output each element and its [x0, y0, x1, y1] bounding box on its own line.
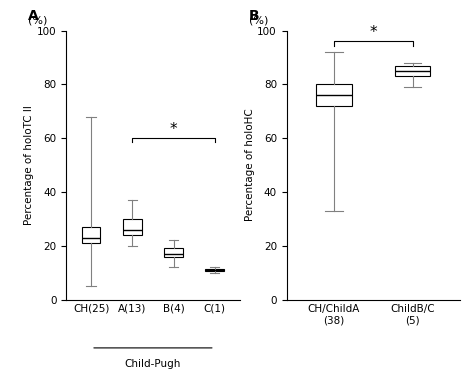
- Y-axis label: Percentage of holoTC II: Percentage of holoTC II: [24, 105, 34, 225]
- Text: B: B: [248, 8, 259, 23]
- PathPatch shape: [395, 66, 430, 76]
- Text: Child-Pugh: Child-Pugh: [125, 359, 181, 369]
- Text: *: *: [170, 122, 177, 137]
- PathPatch shape: [164, 248, 183, 257]
- Text: (%): (%): [28, 15, 48, 25]
- PathPatch shape: [82, 227, 100, 243]
- Y-axis label: Percentage of holoHC: Percentage of holoHC: [245, 109, 255, 222]
- PathPatch shape: [316, 84, 352, 106]
- Text: *: *: [369, 25, 377, 40]
- Text: A: A: [28, 8, 39, 23]
- PathPatch shape: [123, 219, 142, 235]
- Text: (%): (%): [248, 15, 268, 25]
- PathPatch shape: [206, 269, 224, 271]
